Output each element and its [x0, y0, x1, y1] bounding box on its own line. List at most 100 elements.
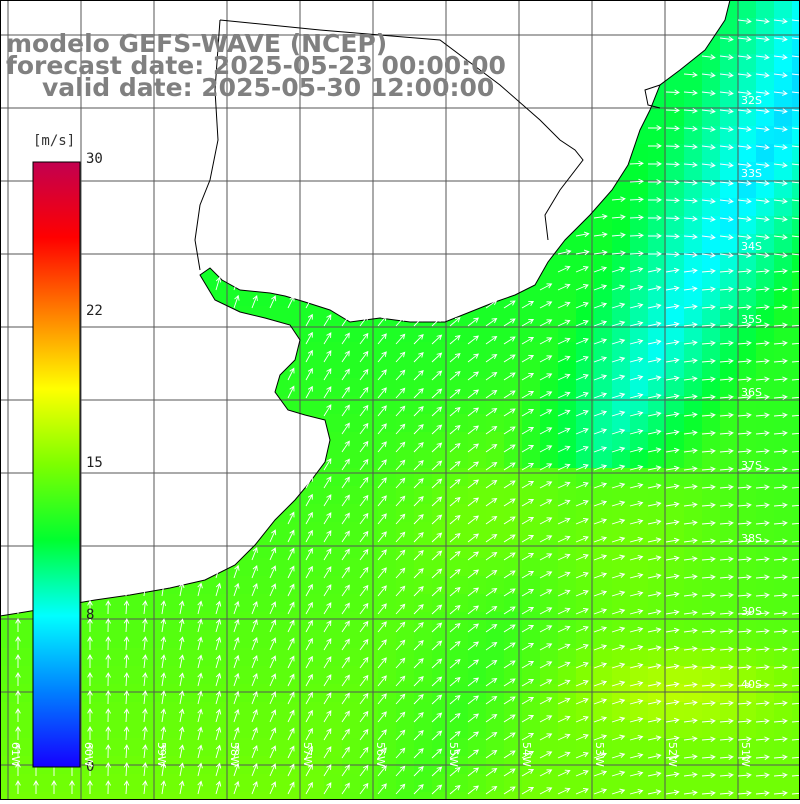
wind-arrow [197, 654, 203, 669]
field-cell [576, 630, 595, 649]
field-cell [180, 612, 199, 631]
field-cell [18, 612, 37, 631]
field-cell [486, 738, 505, 757]
field-cell [630, 216, 649, 235]
field-cell [630, 342, 649, 361]
field-cell [342, 792, 361, 804]
field-cell [180, 594, 199, 613]
wind-arrow [773, 322, 788, 329]
wind-arrow [683, 107, 698, 114]
wind-arrow [575, 249, 590, 256]
field-cell [720, 594, 739, 613]
field-cell [756, 666, 775, 685]
wind-arrow [251, 619, 258, 633]
wind-arrow [647, 161, 662, 167]
field-cell [108, 630, 127, 649]
wind-arrow [575, 680, 589, 687]
field-cell [108, 684, 127, 703]
field-cell [540, 342, 559, 361]
wind-arrow [773, 198, 788, 204]
wind-arrow [341, 638, 350, 651]
wind-arrow [719, 718, 734, 725]
wind-arrow [629, 160, 644, 167]
field-cell [702, 522, 721, 541]
wind-arrow [683, 556, 698, 562]
field-cell [540, 414, 559, 433]
wind-arrow [575, 302, 589, 309]
field-cell [522, 414, 541, 433]
field-cell [540, 306, 559, 325]
field-cell [414, 414, 433, 433]
field-cell [666, 90, 685, 109]
field-cell [378, 612, 397, 631]
field-cell [576, 396, 595, 415]
wind-arrow [719, 72, 734, 78]
field-cell [540, 666, 559, 685]
wind-arrow [593, 680, 608, 687]
wind-arrow [521, 696, 535, 705]
field-cell [594, 576, 613, 595]
field-cell [774, 666, 793, 685]
wind-arrow [575, 698, 589, 705]
field-cell [468, 360, 487, 379]
wind-arrow [629, 519, 644, 525]
field-cell [684, 432, 703, 451]
wind-arrow [305, 745, 313, 759]
wind-arrow [611, 356, 626, 363]
wind-arrow [773, 252, 788, 258]
field-cell [738, 504, 757, 523]
wind-arrow [791, 792, 800, 795]
field-cell [522, 324, 541, 343]
wind-arrow [377, 729, 387, 741]
field-cell [612, 738, 631, 757]
field-cell [648, 342, 667, 361]
field-cell [792, 702, 800, 721]
wind-arrow [737, 72, 752, 78]
wind-arrow [142, 618, 148, 633]
field-cell [432, 648, 451, 667]
wind-arrow [665, 591, 680, 598]
field-cell [540, 576, 559, 595]
wind-arrow [269, 691, 277, 705]
field-cell [612, 522, 631, 541]
field-cell [270, 666, 289, 685]
wind-arrow [521, 498, 535, 507]
wind-arrow [269, 295, 277, 309]
field-cell [414, 450, 433, 469]
wind-arrow [701, 448, 716, 455]
field-cell [756, 522, 775, 541]
wind-arrow [665, 285, 680, 292]
field-cell [288, 306, 307, 325]
wind-arrow [341, 728, 350, 741]
wind-arrow [33, 780, 39, 794]
wind-arrow [701, 682, 716, 689]
field-cell [108, 792, 127, 804]
field-cell [648, 522, 667, 541]
wind-arrow [755, 538, 770, 545]
wind-arrow [647, 663, 662, 669]
field-cell [702, 306, 721, 325]
wind-arrow [449, 370, 461, 381]
field-cell [612, 684, 631, 703]
field-cell [630, 666, 649, 685]
field-cell [306, 612, 325, 631]
wind-arrow [629, 537, 644, 543]
field-cell [324, 630, 343, 649]
wind-arrow [359, 512, 369, 525]
wind-arrow [539, 679, 553, 687]
wind-arrow [323, 548, 332, 561]
wind-arrow [377, 747, 387, 759]
field-cell [522, 558, 541, 577]
field-cell [774, 360, 793, 379]
wind-arrow [593, 356, 608, 363]
field-cell [396, 738, 415, 757]
wind-arrow [160, 744, 167, 759]
field-cell [432, 468, 451, 487]
wind-arrow [647, 465, 662, 471]
wind-arrow [683, 484, 698, 490]
wind-arrow [719, 772, 734, 779]
field-cell [144, 594, 163, 613]
wind-arrow [629, 321, 644, 327]
wind-arrow [105, 654, 111, 669]
field-cell [720, 180, 739, 199]
